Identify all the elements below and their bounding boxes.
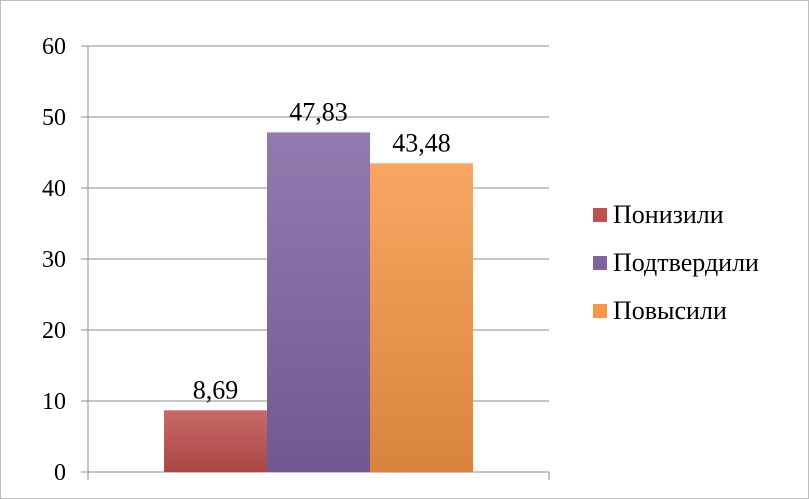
legend: Понизили Подтвердили Повысили [593, 191, 759, 335]
data-labels: 8,69 47,83 43,48 [193, 97, 451, 404]
y-tick-label: 10 [42, 389, 66, 415]
y-tick-label: 40 [42, 176, 66, 202]
data-label: 47,83 [289, 97, 348, 126]
legend-label: Подтвердили [613, 248, 759, 277]
legend-label: Повысили [613, 296, 727, 325]
y-tick-label: 0 [54, 460, 66, 486]
y-tick-label: 50 [42, 105, 66, 131]
y-tick-label: 30 [42, 247, 66, 273]
legend-item: Повысили [593, 287, 759, 335]
bar [267, 132, 370, 473]
data-label: 43,48 [392, 128, 451, 157]
bars [164, 132, 473, 473]
legend-swatch [593, 208, 607, 222]
y-tick-label: 60 [42, 34, 66, 60]
legend-swatch [593, 304, 607, 318]
bar [370, 163, 473, 473]
y-tick-labels: 0 10 20 30 40 50 60 [42, 34, 66, 486]
legend-item: Понизили [593, 191, 759, 239]
bar [164, 410, 267, 472]
legend-item: Подтвердили [593, 239, 759, 287]
legend-label: Понизили [613, 200, 724, 229]
legend-swatch [593, 256, 607, 270]
data-label: 8,69 [193, 375, 239, 404]
y-tick-label: 20 [42, 318, 66, 344]
